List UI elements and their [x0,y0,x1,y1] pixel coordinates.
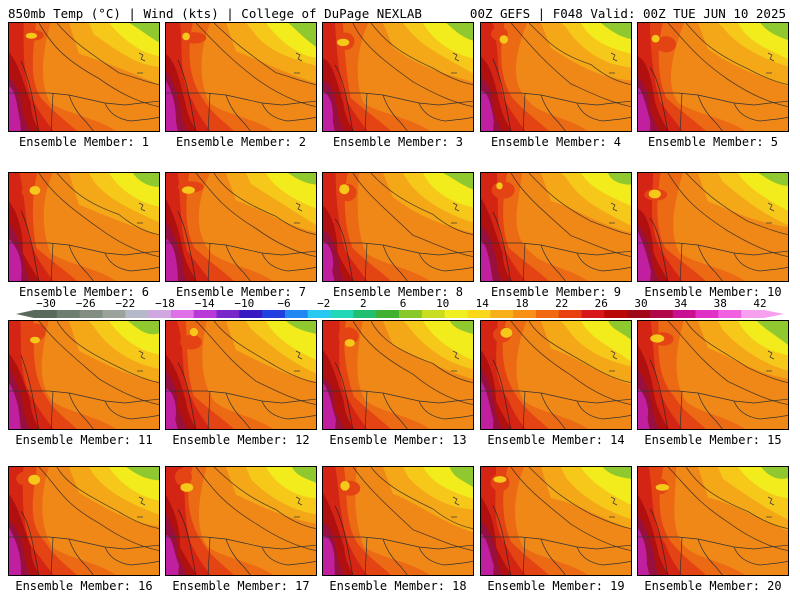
colorbar-segment [604,310,628,318]
colorbar-segment [444,310,468,318]
ensemble-map-panel [480,22,632,132]
ensemble-map-panel [8,22,160,132]
colorbar-segment [102,310,126,318]
colorbar-segment [695,310,719,318]
ensemble-member-label: Ensemble Member: 7 [175,285,307,299]
colorbar-tick-label: −30 [36,299,56,310]
ensemble-map-panel [322,22,474,132]
colorbar-segment [376,310,400,318]
colorbar-tick-label: 6 [400,299,407,310]
colorbar-segment [148,310,172,318]
colorbar-segment [649,310,674,318]
ensemble-map-panel [165,466,317,576]
ensemble-member-label: Ensemble Member: 6 [18,285,150,299]
colorbar-tick-label: 34 [674,299,688,310]
ensemble-map-panel [637,172,789,282]
run-valid-time: 00Z GEFS | F048 Valid: 00Z TUE JUN 10 20… [469,6,786,21]
temperature-colorbar: −30 −26 −22 −18 −14 −10 −6 −2 2 6 10 14 18 22 26 30 34 38… [8,299,792,319]
colorbar-left-arrow [16,310,34,318]
colorbar-tick-label: 2 [360,299,367,310]
ensemble-member-label: Ensemble Member: 13 [329,433,467,447]
ensemble-member-label: Ensemble Member: 19 [487,579,625,593]
ensemble-member-label: Ensemble Member: 8 [332,285,464,299]
colorbar-tick-label: −6 [277,299,290,310]
ensemble-member-label: Ensemble Member: 16 [15,579,153,593]
colorbar-tick-label: 18 [515,299,528,310]
colorbar-segment [34,310,58,318]
colorbar-segment [399,310,423,318]
ensemble-map-panel [637,22,789,132]
ensemble-member-label: Ensemble Member: 18 [329,579,467,593]
colorbar-segment [535,310,560,318]
colorbar-segment [581,310,605,318]
colorbar-segment [193,310,217,318]
colorbar-tick-label: 14 [476,299,490,310]
ensemble-member-label: Ensemble Member: 1 [18,135,150,149]
ensemble-member-label: Ensemble Member: 9 [490,285,622,299]
colorbar-segment [467,310,491,318]
ensemble-map-panel [8,320,160,430]
ensemble-map-panel [165,320,317,430]
colorbar-segment [330,310,354,318]
colorbar-segment [421,310,446,318]
ensemble-map-panel [322,320,474,430]
ensemble-map-panel [637,320,789,430]
ensemble-map-panel [165,172,317,282]
ensemble-member-label: Ensemble Member: 11 [15,433,153,447]
colorbar-tick-label: 42 [753,299,766,310]
colorbar-tick-label: −26 [76,299,96,310]
colorbar-segment [741,310,765,318]
colorbar-segment [125,310,149,318]
colorbar-segment [56,310,81,318]
ensemble-member-label: Ensemble Member: 14 [487,433,625,447]
colorbar-segment [307,310,331,318]
ensemble-map-panel [480,320,632,430]
ensemble-map-panel [322,172,474,282]
colorbar-segment [353,310,377,318]
colorbar-segment [216,310,240,318]
chart-title: 850mb Temp (°C) | Wind (kts) | College o… [8,6,422,21]
ensemble-map-panel [8,466,160,576]
ensemble-member-label: Ensemble Member: 12 [172,433,310,447]
colorbar-right-arrow [764,310,784,318]
ensemble-member-label: Ensemble Member: 5 [647,135,779,149]
colorbar-segment [284,310,309,318]
colorbar-segment [627,310,651,318]
ensemble-map-panel [8,172,160,282]
colorbar-segment [490,310,514,318]
ensemble-member-label: Ensemble Member: 17 [172,579,310,593]
ensemble-map-panel [480,172,632,282]
ensemble-member-label: Ensemble Member: 2 [175,135,307,149]
ensemble-map-panel [480,466,632,576]
colorbar-segment [239,310,263,318]
ensemble-member-label: Ensemble Member: 4 [490,135,622,149]
colorbar-segment [262,310,286,318]
ensemble-member-label: Ensemble Member: 10 [644,285,782,299]
colorbar-tick-label: 38 [714,299,727,310]
colorbar-segment [170,310,195,318]
ensemble-map-panel [322,466,474,576]
colorbar-segment [672,310,696,318]
colorbar-tick-label: −10 [234,299,254,310]
colorbar-segment [79,310,103,318]
colorbar-tick-label: −14 [195,299,215,310]
ensemble-map-panel [637,466,789,576]
colorbar-tick-label: −22 [115,299,135,310]
colorbar-segment [718,310,742,318]
ensemble-member-label: Ensemble Member: 15 [644,433,782,447]
ensemble-member-label: Ensemble Member: 20 [644,579,782,593]
colorbar-tick-label: −2 [317,299,330,310]
colorbar-tick-label: 22 [555,299,568,310]
ensemble-map-panel [165,22,317,132]
colorbar-tick-label: 30 [634,299,647,310]
colorbar-segment [558,310,582,318]
colorbar-segment [513,310,537,318]
colorbar-tick-label: 26 [595,299,608,310]
colorbar-tick-label: 10 [436,299,449,310]
ensemble-member-label: Ensemble Member: 3 [332,135,464,149]
colorbar-tick-label: −18 [155,299,175,310]
